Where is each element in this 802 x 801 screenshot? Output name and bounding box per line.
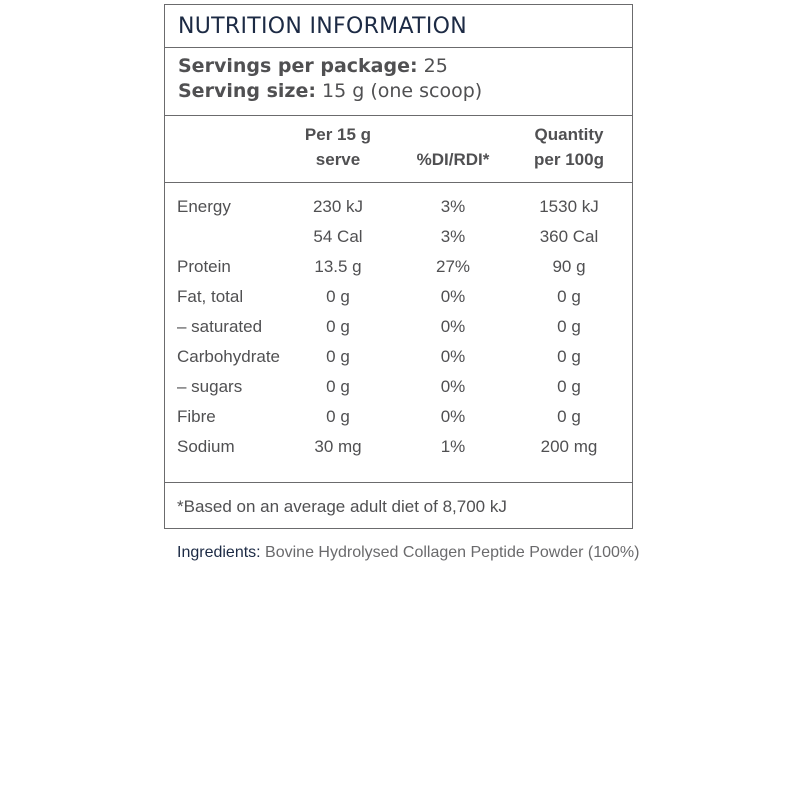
servings-per-package: Servings per package: 25 xyxy=(178,54,632,79)
per-100g-value: 0 g xyxy=(557,377,581,396)
table-row: Protein 13.5 g 27% 90 g xyxy=(165,257,632,287)
per-serve-value: 0 g xyxy=(326,377,350,396)
nutrient-name: Energy xyxy=(177,197,231,216)
per-serve-value: 13.5 g xyxy=(314,257,362,276)
nutrient-name: Carbohydrate xyxy=(177,347,281,366)
serving-size-label: Serving size: xyxy=(178,80,316,102)
di-value: 27% xyxy=(435,257,471,276)
per-serve-value: 0 g xyxy=(326,347,350,366)
column-header-per-100g: Quantity per 100g xyxy=(517,122,621,172)
per-serve-value: 0 g xyxy=(326,287,350,306)
table-row: 54 Cal 3% 360 Cal xyxy=(165,227,632,257)
di-value: 0% xyxy=(440,347,466,366)
per-serve-value: 30 mg xyxy=(314,437,362,456)
per-100g-value: 0 g xyxy=(557,287,581,306)
nutrient-name: Fibre xyxy=(177,407,216,426)
nutrient-name: – saturated xyxy=(177,317,263,336)
column-header-di: %DI/RDI* xyxy=(416,150,490,169)
serving-size-value: 15 g (one scoop) xyxy=(322,80,483,102)
nutrition-panel: NUTRITION INFORMATION Servings per packa… xyxy=(164,4,633,529)
per-100g-value: 0 g xyxy=(557,317,581,336)
per-serve-value: 0 g xyxy=(326,317,350,336)
servings-label: Servings per package: xyxy=(178,55,418,77)
per-100g-value: 1530 kJ xyxy=(539,197,599,216)
nutrient-rows: Energy 230 kJ 3% 1530 kJ 54 Cal 3% 360 C… xyxy=(165,183,632,483)
ingredients-label: Ingredients: xyxy=(177,544,261,561)
di-value: 1% xyxy=(440,437,466,456)
nutrient-name: Fat, total xyxy=(177,287,244,306)
table-row: – sugars 0 g 0% 0 g xyxy=(165,377,632,407)
per-100g-value: 0 g xyxy=(557,407,581,426)
serving-size: Serving size: 15 g (one scoop) xyxy=(178,79,632,104)
nutrient-name: Protein xyxy=(177,257,231,276)
di-value: 3% xyxy=(440,227,466,246)
table-row: – saturated 0 g 0% 0 g xyxy=(165,317,632,347)
table-row: Fat, total 0 g 0% 0 g xyxy=(165,287,632,317)
servings-value: 25 xyxy=(423,55,448,77)
nutrient-name: – sugars xyxy=(177,377,243,396)
ingredients-text: Bovine Hydrolysed Collagen Peptide Powde… xyxy=(260,544,640,561)
per-serve-value: 0 g xyxy=(326,407,350,426)
nutrient-name: Sodium xyxy=(177,437,235,456)
table-row: Fibre 0 g 0% 0 g xyxy=(165,407,632,437)
per-100g-value: 360 Cal xyxy=(539,227,599,246)
per-serve-value: 230 kJ xyxy=(312,197,364,216)
column-header-per-serve-line2: serve xyxy=(315,150,361,169)
per-100g-value: 200 mg xyxy=(540,437,598,456)
table-row: Carbohydrate 0 g 0% 0 g xyxy=(165,347,632,377)
column-header-per-serve-line1: Per 15 g xyxy=(304,125,372,144)
di-value: 0% xyxy=(440,317,466,336)
table-row: Energy 230 kJ 3% 1530 kJ xyxy=(165,197,632,227)
ingredients: Ingredients: Bovine Hydrolysed Collagen … xyxy=(177,544,639,562)
per-100g-value: 0 g xyxy=(557,347,581,366)
column-header-per-100g-line2: per 100g xyxy=(534,150,604,169)
column-header-per-serve: Per 15 g serve xyxy=(290,122,386,172)
per-serve-value: 54 Cal xyxy=(313,227,363,246)
per-100g-value: 90 g xyxy=(552,257,586,276)
di-value: 0% xyxy=(440,407,466,426)
table-header: Per 15 g serve %DI/RDI* Quantity per 100… xyxy=(165,116,632,183)
di-value: 3% xyxy=(440,197,466,216)
panel-title: NUTRITION INFORMATION xyxy=(165,5,632,48)
column-header-per-100g-line1: Quantity xyxy=(534,125,604,144)
di-value: 0% xyxy=(440,377,466,396)
table-row: Sodium 30 mg 1% 200 mg xyxy=(165,437,632,467)
serving-info: Servings per package: 25 Serving size: 1… xyxy=(165,48,632,116)
di-value: 0% xyxy=(440,287,466,306)
footnote: *Based on an average adult diet of 8,700… xyxy=(177,497,507,516)
